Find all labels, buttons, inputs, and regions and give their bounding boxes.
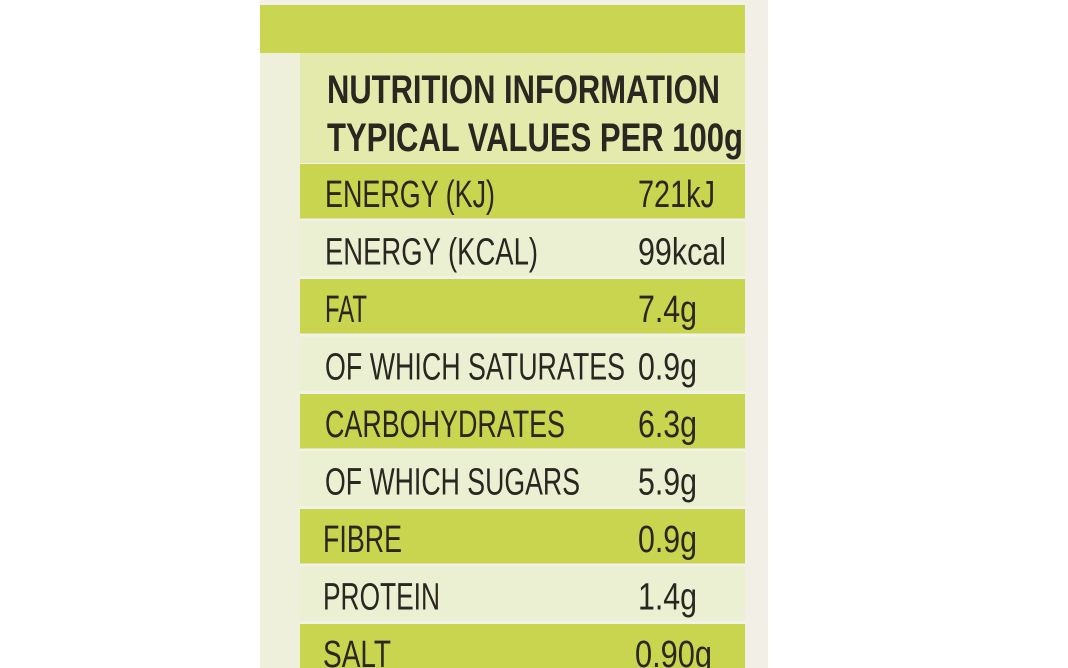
row-background bbox=[300, 279, 748, 334]
nutrient-value: 99kcal bbox=[638, 232, 726, 274]
row-background bbox=[300, 394, 748, 449]
nutrient-value: 1.4g bbox=[638, 577, 697, 619]
right-edge bbox=[745, 0, 768, 668]
nutrient-value: 5.9g bbox=[638, 462, 697, 504]
row-background bbox=[300, 336, 748, 391]
row-background bbox=[300, 451, 748, 506]
nutrient-label: PROTEIN bbox=[323, 577, 440, 619]
nutrient-label: FAT bbox=[325, 289, 367, 331]
header-subtitle: TYPICAL VALUES PER 100g bbox=[327, 116, 743, 160]
nutrient-value: 6.3g bbox=[638, 404, 697, 446]
left-strip bbox=[260, 53, 300, 668]
nutrient-value: 0.9g bbox=[638, 347, 697, 389]
nutrient-label: FIBRE bbox=[323, 519, 402, 561]
row-background bbox=[300, 221, 748, 276]
nutrient-value: 721kJ bbox=[638, 174, 715, 216]
row-background bbox=[300, 509, 748, 564]
nutrient-label: ENERGY (KJ) bbox=[325, 174, 495, 216]
nutrient-label: OF WHICH SUGARS bbox=[325, 462, 580, 504]
nutrient-label: ENERGY (KCAL) bbox=[325, 232, 538, 274]
row-background bbox=[300, 164, 748, 219]
nutrient-label: OF WHICH SATURATES bbox=[325, 347, 625, 389]
row-background bbox=[300, 624, 748, 668]
nutrient-value: 0.90g bbox=[635, 634, 712, 668]
nutrient-value: 0.9g bbox=[638, 519, 697, 561]
nutrient-label: CARBOHYDRATES bbox=[325, 404, 565, 446]
row-background bbox=[300, 566, 748, 621]
top-band bbox=[260, 5, 748, 53]
header-title: NUTRITION INFORMATION bbox=[327, 68, 720, 112]
nutrient-label: SALT bbox=[323, 634, 391, 668]
nutrient-value: 7.4g bbox=[638, 289, 697, 331]
header-panel bbox=[300, 53, 748, 163]
